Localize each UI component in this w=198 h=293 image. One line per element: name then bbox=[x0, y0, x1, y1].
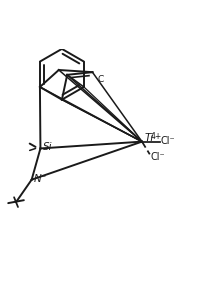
Text: N⁻: N⁻ bbox=[34, 174, 47, 184]
Text: Si: Si bbox=[43, 142, 52, 152]
Text: Cl⁻: Cl⁻ bbox=[161, 136, 175, 146]
Text: 4+: 4+ bbox=[151, 132, 162, 141]
Text: C: C bbox=[97, 75, 104, 84]
Text: Cl⁻: Cl⁻ bbox=[151, 152, 165, 162]
Text: Ti: Ti bbox=[144, 133, 153, 143]
